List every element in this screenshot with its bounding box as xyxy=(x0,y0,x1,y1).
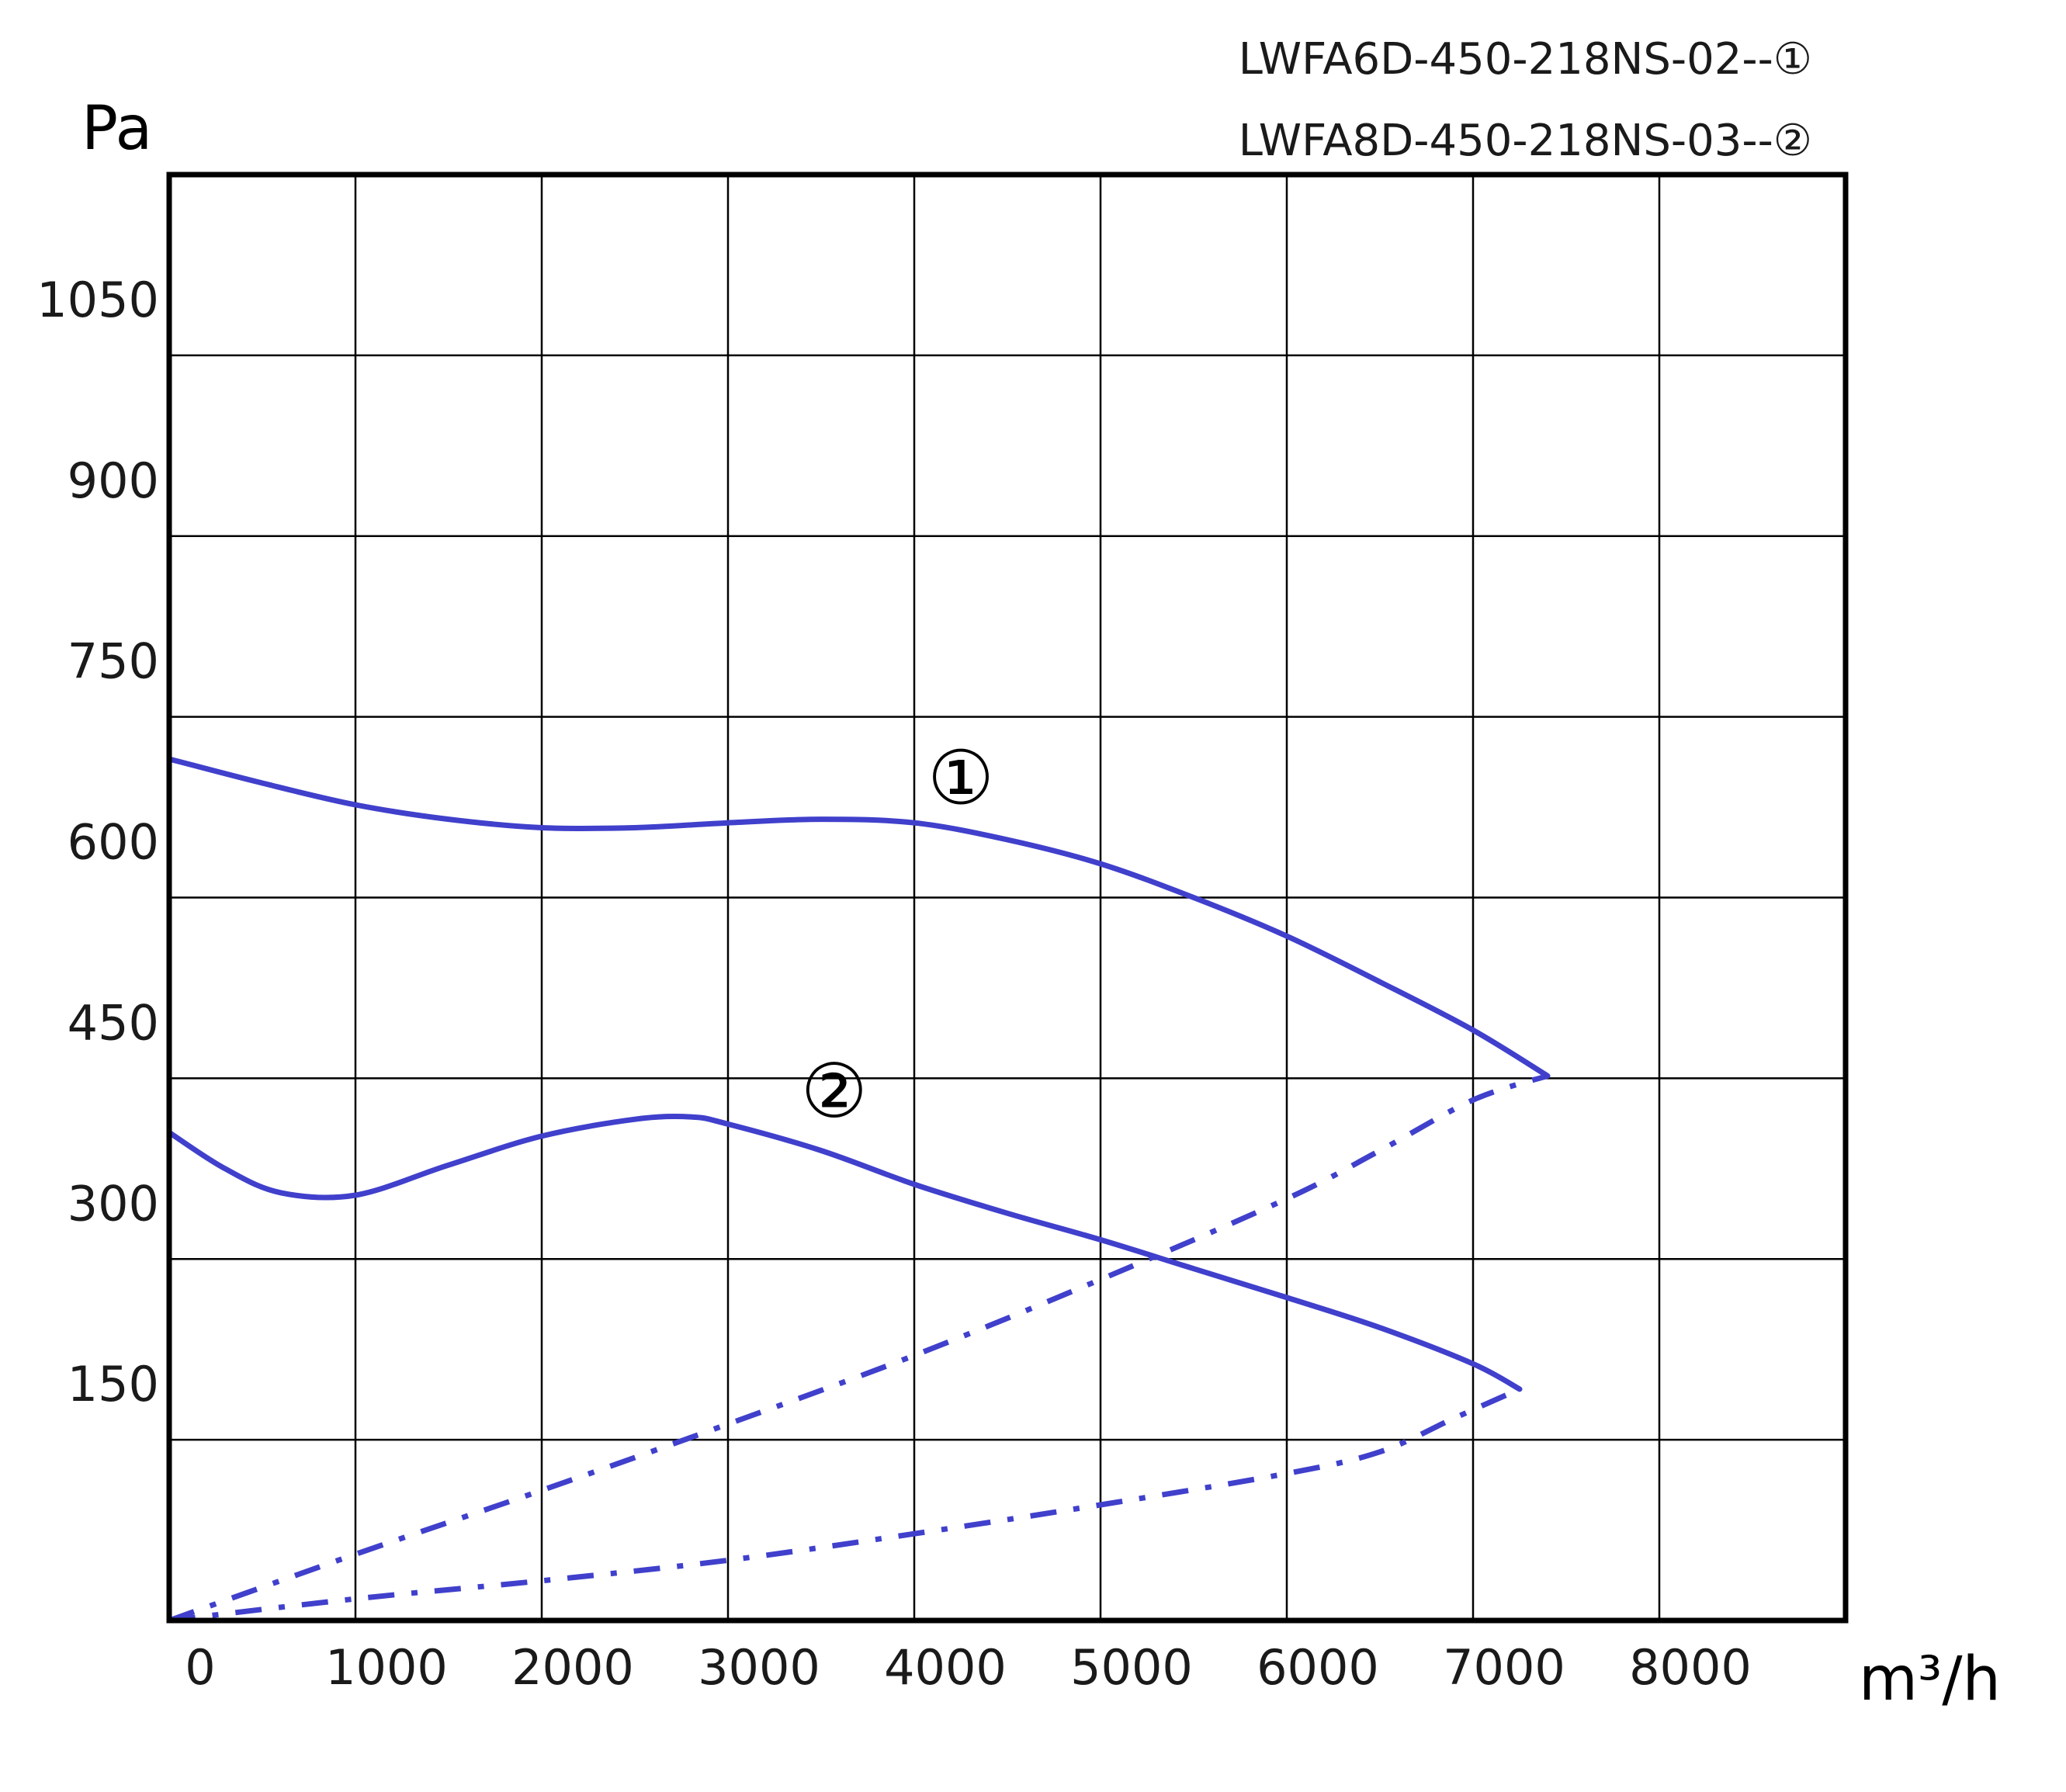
y-tick-labels: 150 300 450 600 750 900 1050 xyxy=(36,272,159,1412)
legend-entry-2: LWFA8D-450-218NS-03--② xyxy=(1239,116,1812,166)
y-tick-label: 450 xyxy=(68,994,159,1051)
performance-curve-1 xyxy=(166,756,1551,1079)
performance-curve-2 xyxy=(166,1113,1523,1392)
x-tick-label: 6000 xyxy=(1257,1639,1379,1696)
system-curve-1 xyxy=(168,1073,1549,1624)
x-tick-label: 3000 xyxy=(698,1639,820,1696)
y-tick-label: 1050 xyxy=(36,272,159,328)
x-tick-labels: 0 1000 2000 3000 4000 5000 6000 7000 8000 xyxy=(185,1639,1752,1696)
x-tick-label: 8000 xyxy=(1629,1639,1752,1696)
curve-marker-1: ① xyxy=(927,734,994,821)
x-tick-label: 0 xyxy=(185,1639,215,1696)
x-tick-label: 7000 xyxy=(1443,1639,1565,1696)
y-tick-label: 600 xyxy=(68,814,159,871)
curve-marker-2: ② xyxy=(801,1048,868,1135)
plot-frame xyxy=(166,172,1849,1624)
system-curve-2 xyxy=(168,1386,1521,1624)
curve-series xyxy=(166,756,1551,1624)
legend-entry-1: LWFA6D-450-218NS-02--① xyxy=(1239,34,1812,85)
x-tick-label: 5000 xyxy=(1070,1639,1193,1696)
x-tick-label: 2000 xyxy=(511,1639,634,1696)
x-tick-label: 4000 xyxy=(884,1639,1007,1696)
curve-markers: ①② xyxy=(801,734,994,1135)
y-axis-label: Pa xyxy=(81,94,152,164)
grid-lines xyxy=(169,175,1846,1620)
y-tick-label: 300 xyxy=(68,1175,159,1232)
y-tick-label: 150 xyxy=(68,1356,159,1412)
x-axis-label: m³/h xyxy=(1859,1645,2001,1714)
y-tick-label: 900 xyxy=(68,452,159,509)
x-tick-label: 1000 xyxy=(325,1639,448,1696)
y-tick-label: 750 xyxy=(68,633,159,690)
